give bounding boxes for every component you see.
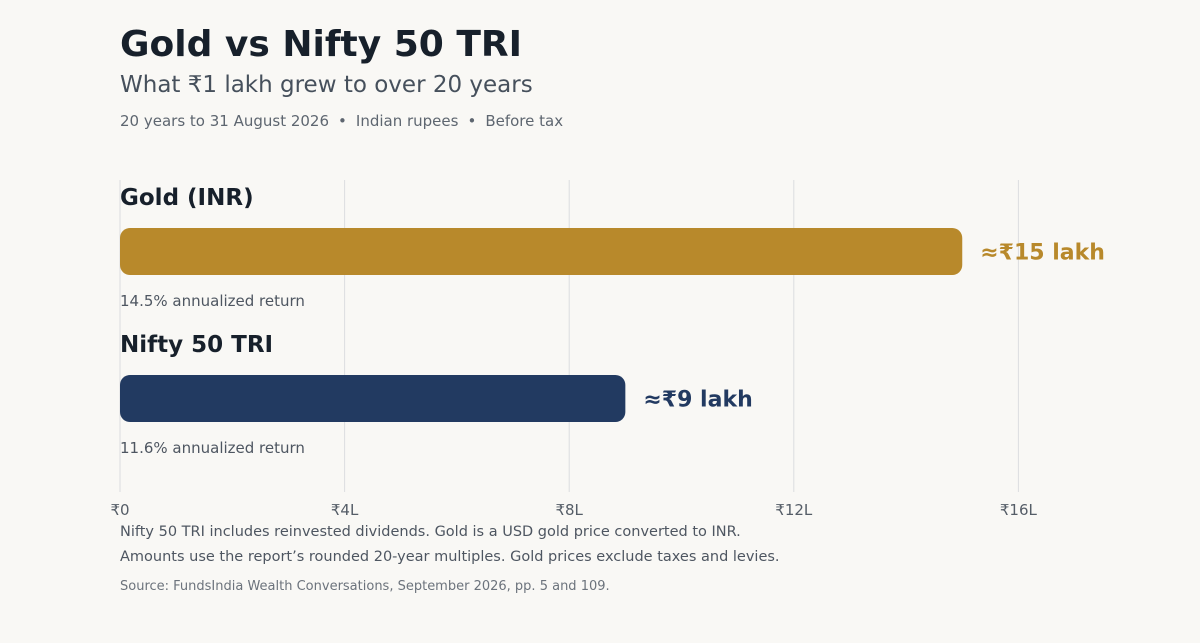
bar: [120, 375, 626, 422]
bar-return-note: 14.5% annualized return: [120, 292, 305, 310]
footnote: Nifty 50 TRI includes reinvested dividen…: [120, 524, 741, 540]
chart-subtitle: What ₹1 lakh grew to over 20 years: [120, 72, 533, 98]
bar-value-label: ≈₹9 lakh: [643, 388, 752, 413]
meta-tax: Before tax: [485, 112, 564, 130]
x-tick-label: ₹8L: [555, 501, 583, 519]
series-name-label: Gold (INR): [120, 185, 254, 211]
x-tick-label: ₹4L: [331, 501, 359, 519]
meta-currency: Indian rupees: [355, 112, 459, 130]
bar-chart: ₹0 ₹4L ₹8L ₹12L ₹16L Gold (INR) ≈₹15 lakh 14.5%…: [110, 180, 1105, 519]
footnotes: Nifty 50 TRI includes reinvested dividen…: [120, 520, 780, 570]
x-tick-label: ₹16L: [1000, 501, 1038, 519]
chart-title: Gold vs Nifty 50 TRI: [120, 24, 522, 65]
meta-period: 20 years to 31 August 2026: [120, 112, 330, 130]
source-note: Source: FundsIndia Wealth Conversations,…: [120, 579, 610, 594]
footnote: Amounts use the report’s rounded 20-year…: [120, 549, 780, 565]
chart-meta: 20 years to 31 August 2026 • Indian rupees…: [120, 112, 563, 130]
x-tick-label: ₹0: [110, 501, 129, 519]
bar: [120, 228, 963, 275]
series-name-label: Nifty 50 TRI: [120, 332, 273, 358]
meta-separator: •: [338, 112, 347, 130]
meta-separator: •: [467, 112, 477, 130]
bar-value-label: ≈₹15 lakh: [980, 241, 1105, 266]
bar-return-note: 11.6% annualized return: [120, 439, 305, 457]
x-tick-label: ₹12L: [775, 501, 813, 519]
